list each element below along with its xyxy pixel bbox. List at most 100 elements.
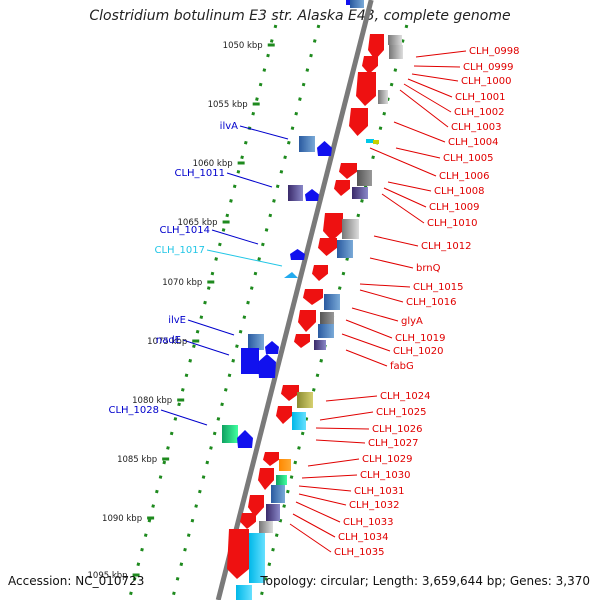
leader-line <box>345 349 388 367</box>
leader-line <box>369 147 437 177</box>
gene-label: CLH_1015 <box>413 282 464 293</box>
gene-box <box>318 324 334 338</box>
gene-label: ilvA <box>220 121 238 132</box>
gene-box <box>352 187 368 199</box>
gene-box <box>222 425 238 443</box>
gene-arrow <box>368 34 384 60</box>
gene-label: CLH_1014 <box>159 225 210 236</box>
gene-label: CLH_1027 <box>368 438 419 449</box>
gene-label: CLH_0999 <box>463 62 514 73</box>
kbp-label: 1095 kbp <box>88 571 128 581</box>
genome-backbone <box>215 0 374 600</box>
gene-label: CLH_1010 <box>427 218 478 229</box>
gene-label: CLH_1002 <box>454 107 505 118</box>
leader-line <box>345 319 393 339</box>
gene-box <box>342 219 359 239</box>
gene-box <box>350 0 364 8</box>
gene-label: CLH_1028 <box>108 405 159 416</box>
gene-box <box>299 136 315 152</box>
gene-arrow <box>258 354 276 378</box>
kbp-label: 1090 kbp <box>102 514 142 524</box>
leader-line <box>351 307 399 322</box>
gene-arrow <box>312 265 328 281</box>
gene-label: glyA <box>401 316 423 327</box>
gene-box <box>279 459 291 471</box>
gene-label: CLH_1005 <box>443 153 494 164</box>
leader-line <box>369 257 414 269</box>
kbp-label: 1050 kbp <box>223 41 263 51</box>
gene-box <box>357 170 372 186</box>
leader-line <box>298 485 352 492</box>
leader-line <box>187 319 235 336</box>
kbp-label: 1055 kbp <box>208 100 248 110</box>
kbp-label: 1065 kbp <box>178 218 218 228</box>
gene-label: CLH_1016 <box>406 297 457 308</box>
gene-label: CLH_1003 <box>451 122 502 133</box>
leader-line <box>315 427 370 430</box>
leader-line <box>359 289 404 303</box>
gene-box <box>388 35 402 45</box>
kbp-label: 1080 kbp <box>132 396 172 406</box>
leader-line <box>395 147 441 159</box>
leader-line <box>325 395 378 402</box>
gene-label: CLH_1035 <box>334 547 385 558</box>
leader-line <box>359 283 411 288</box>
gene-box <box>271 485 285 503</box>
gene-box <box>320 312 334 325</box>
gene-box <box>288 185 303 201</box>
leader-line <box>415 50 467 58</box>
gene-box <box>266 504 280 521</box>
gene-box <box>366 139 374 143</box>
gene-label: CLH_1000 <box>461 76 512 87</box>
gene-arrow <box>237 430 253 448</box>
gene-label: CLH_1025 <box>376 407 427 418</box>
gene-box <box>236 585 252 600</box>
leader-line <box>298 493 347 506</box>
map-title: Clostridium botulinum E3 str. Alaska E43… <box>89 8 511 24</box>
leader-line <box>315 439 366 444</box>
gene-label: CLH_1031 <box>354 486 405 497</box>
leader-line <box>403 83 452 113</box>
topology-text: Topology: circular; Length: 3,659,644 bp… <box>260 574 590 588</box>
gene-label: CLH_1001 <box>455 92 506 103</box>
gene-arrow <box>323 213 343 241</box>
gene-arrow <box>303 289 323 305</box>
gene-arrow <box>290 249 305 260</box>
gene-arrow <box>284 272 298 278</box>
gene-box <box>297 392 313 408</box>
leader-line <box>206 249 283 267</box>
gene-label: CLH_1019 <box>395 333 446 344</box>
gene-label: CLH_1009 <box>429 202 480 213</box>
leader-line <box>413 65 461 68</box>
gene-label: ilvE <box>168 315 186 326</box>
kbp-label: 1075 kbp <box>147 337 187 347</box>
leader-line <box>292 513 336 538</box>
gene-arrow <box>240 513 256 529</box>
gene-arrow <box>349 108 368 136</box>
gene-label: CLH_1030 <box>360 470 411 481</box>
gene-arrow <box>263 452 279 466</box>
leader-line <box>387 181 432 192</box>
gene-arrow <box>298 310 316 332</box>
leader-line <box>383 187 427 208</box>
leader-line <box>399 89 449 128</box>
leader-line <box>160 409 208 426</box>
gene-arrow <box>305 189 319 201</box>
gene-label: CLH_1004 <box>448 137 499 148</box>
gene-box <box>259 521 273 533</box>
gene-label: CLH_0998 <box>469 46 520 57</box>
leader-line <box>239 125 289 140</box>
accession-text: Accession: NC_010723 <box>8 574 145 588</box>
gene-label: CLH_1017 <box>154 245 205 256</box>
gene-arrow <box>294 334 310 348</box>
gene-arrow <box>334 180 350 196</box>
gene-label: nadE <box>156 335 181 346</box>
gene-arrow <box>317 141 332 156</box>
leader-line <box>393 121 446 143</box>
gene-box <box>292 412 306 430</box>
leader-line <box>341 333 391 352</box>
leader-line <box>182 339 230 356</box>
gene-label: CLH_1026 <box>372 424 423 435</box>
kbp-label: 1085 kbp <box>117 455 157 465</box>
